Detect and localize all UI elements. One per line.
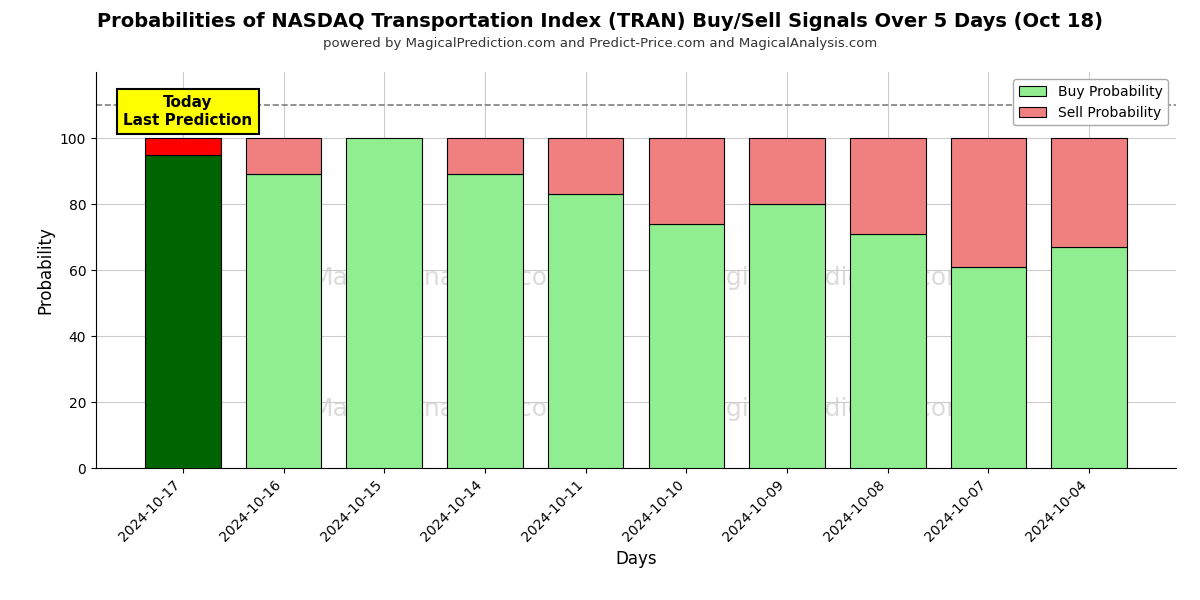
Bar <box>648 138 724 224</box>
Bar <box>548 138 624 194</box>
Y-axis label: Probability: Probability <box>36 226 54 314</box>
Text: MagicalPrediction.com: MagicalPrediction.com <box>690 397 971 421</box>
Bar <box>347 138 422 468</box>
X-axis label: Days: Days <box>616 550 656 568</box>
Bar <box>548 194 624 468</box>
Bar <box>1051 138 1127 247</box>
Bar <box>749 138 824 204</box>
Text: Probabilities of NASDAQ Transportation Index (TRAN) Buy/Sell Signals Over 5 Days: Probabilities of NASDAQ Transportation I… <box>97 12 1103 31</box>
Bar <box>145 154 221 468</box>
Bar <box>1051 247 1127 468</box>
Bar <box>145 138 221 154</box>
Bar <box>749 204 824 468</box>
Text: MagicalPrediction.com: MagicalPrediction.com <box>690 266 971 290</box>
Bar <box>850 138 925 234</box>
Bar <box>246 138 322 175</box>
Bar <box>950 266 1026 468</box>
Bar <box>648 224 724 468</box>
Text: MagicalAnalysis.com: MagicalAnalysis.com <box>312 266 571 290</box>
Legend: Buy Probability, Sell Probability: Buy Probability, Sell Probability <box>1013 79 1168 125</box>
Text: Today
Last Prediction: Today Last Prediction <box>124 95 252 128</box>
Text: powered by MagicalPrediction.com and Predict-Price.com and MagicalAnalysis.com: powered by MagicalPrediction.com and Pre… <box>323 37 877 50</box>
Bar <box>448 175 523 468</box>
Bar <box>850 234 925 468</box>
Text: MagicalAnalysis.com: MagicalAnalysis.com <box>312 397 571 421</box>
Bar <box>246 175 322 468</box>
Bar <box>950 138 1026 266</box>
Bar <box>448 138 523 175</box>
